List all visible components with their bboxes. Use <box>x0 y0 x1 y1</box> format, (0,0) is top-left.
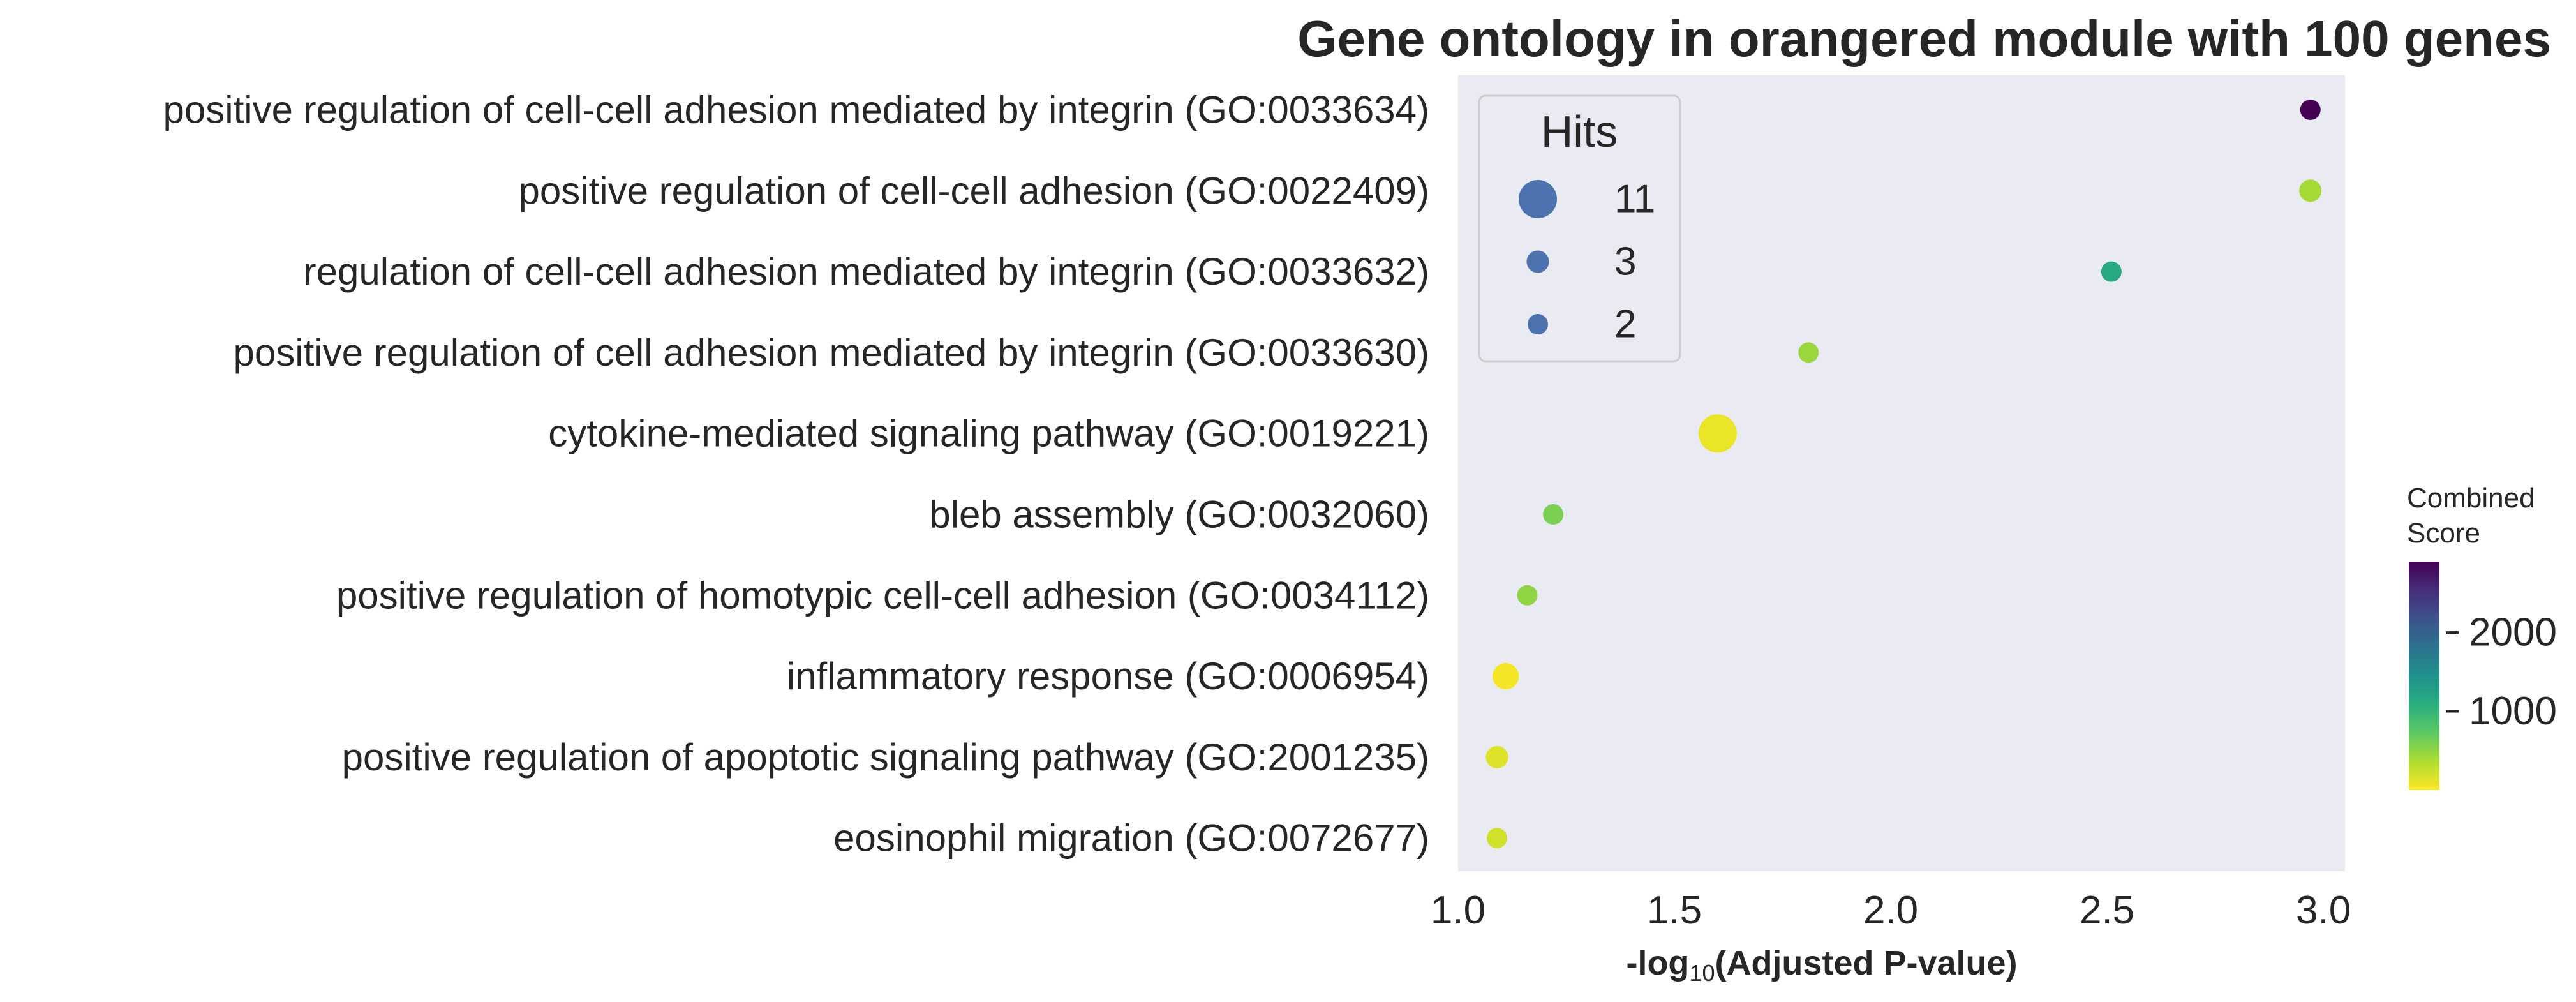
data-points <box>1485 100 2322 849</box>
x-tick-label: 1.0 <box>1431 888 1485 932</box>
colorbar-gradient <box>2409 562 2439 790</box>
data-point <box>1798 342 1819 363</box>
y-tick-label: regulation of cell-cell adhesion mediate… <box>304 250 1429 293</box>
legend: Hits 11 3 2 <box>1478 94 1681 363</box>
x-axis-label: -log10(Adjusted P-value) <box>1626 944 2017 986</box>
y-tick-label: eosinophil migration (GO:0072677) <box>833 817 1429 860</box>
x-axis-ticks: 1.0 1.5 2.0 2.5 3.0 <box>1431 888 2351 932</box>
data-point <box>1698 414 1737 453</box>
data-point <box>1487 828 1508 849</box>
data-point <box>1485 745 1508 768</box>
legend-entries: 11 3 2 <box>1519 177 1655 347</box>
colorbar-ticks: 1000 2000 <box>2446 611 2557 733</box>
y-tick-label: positive regulation of homotypic cell-ce… <box>336 574 1429 617</box>
colorbar-tick-label: 2000 <box>2469 611 2557 655</box>
y-axis-labels: positive regulation of cell-cell adhesio… <box>163 89 1429 860</box>
data-point <box>1543 504 1564 525</box>
colorbar-tick-label: 1000 <box>2469 689 2557 733</box>
y-tick-label: positive regulation of cell-cell adhesio… <box>163 89 1429 131</box>
legend-marker <box>1526 250 1549 273</box>
legend-marker <box>1519 180 1557 218</box>
y-tick-label: positive regulation of cell adhesion med… <box>234 331 1429 374</box>
x-tick-label: 2.0 <box>1863 888 1918 932</box>
y-tick-label: positive regulation of cell-cell adhesio… <box>519 169 1430 212</box>
legend-label: 11 <box>1614 177 1655 221</box>
data-point <box>1492 662 1519 690</box>
data-point <box>1517 585 1538 606</box>
x-tick-label: 1.5 <box>1647 888 1702 932</box>
legend-label: 2 <box>1614 303 1636 347</box>
y-tick-label: inflammatory response (GO:0006954) <box>787 655 1429 698</box>
colorbar-title: Combined Score <box>2407 482 2535 549</box>
colorbar: Combined Score 1000 2000 <box>2407 482 2557 790</box>
x-tick-label: 3.0 <box>2296 888 2351 932</box>
chart-title: Gene ontology in orangered module with 1… <box>1297 10 2551 67</box>
y-tick-label: positive regulation of apoptotic signali… <box>342 736 1429 779</box>
data-point <box>2299 179 2322 202</box>
legend-title: Hits <box>1541 107 1618 156</box>
legend-label: 3 <box>1614 240 1636 284</box>
x-tick-label: 2.5 <box>2080 888 2134 932</box>
data-point <box>2300 100 2321 120</box>
legend-marker <box>1528 314 1548 334</box>
y-tick-label: cytokine-mediated signaling pathway (GO:… <box>548 412 1429 455</box>
legend-box <box>1478 94 1681 363</box>
data-point <box>2101 261 2122 282</box>
y-tick-label: bleb assembly (GO:0032060) <box>929 493 1429 536</box>
